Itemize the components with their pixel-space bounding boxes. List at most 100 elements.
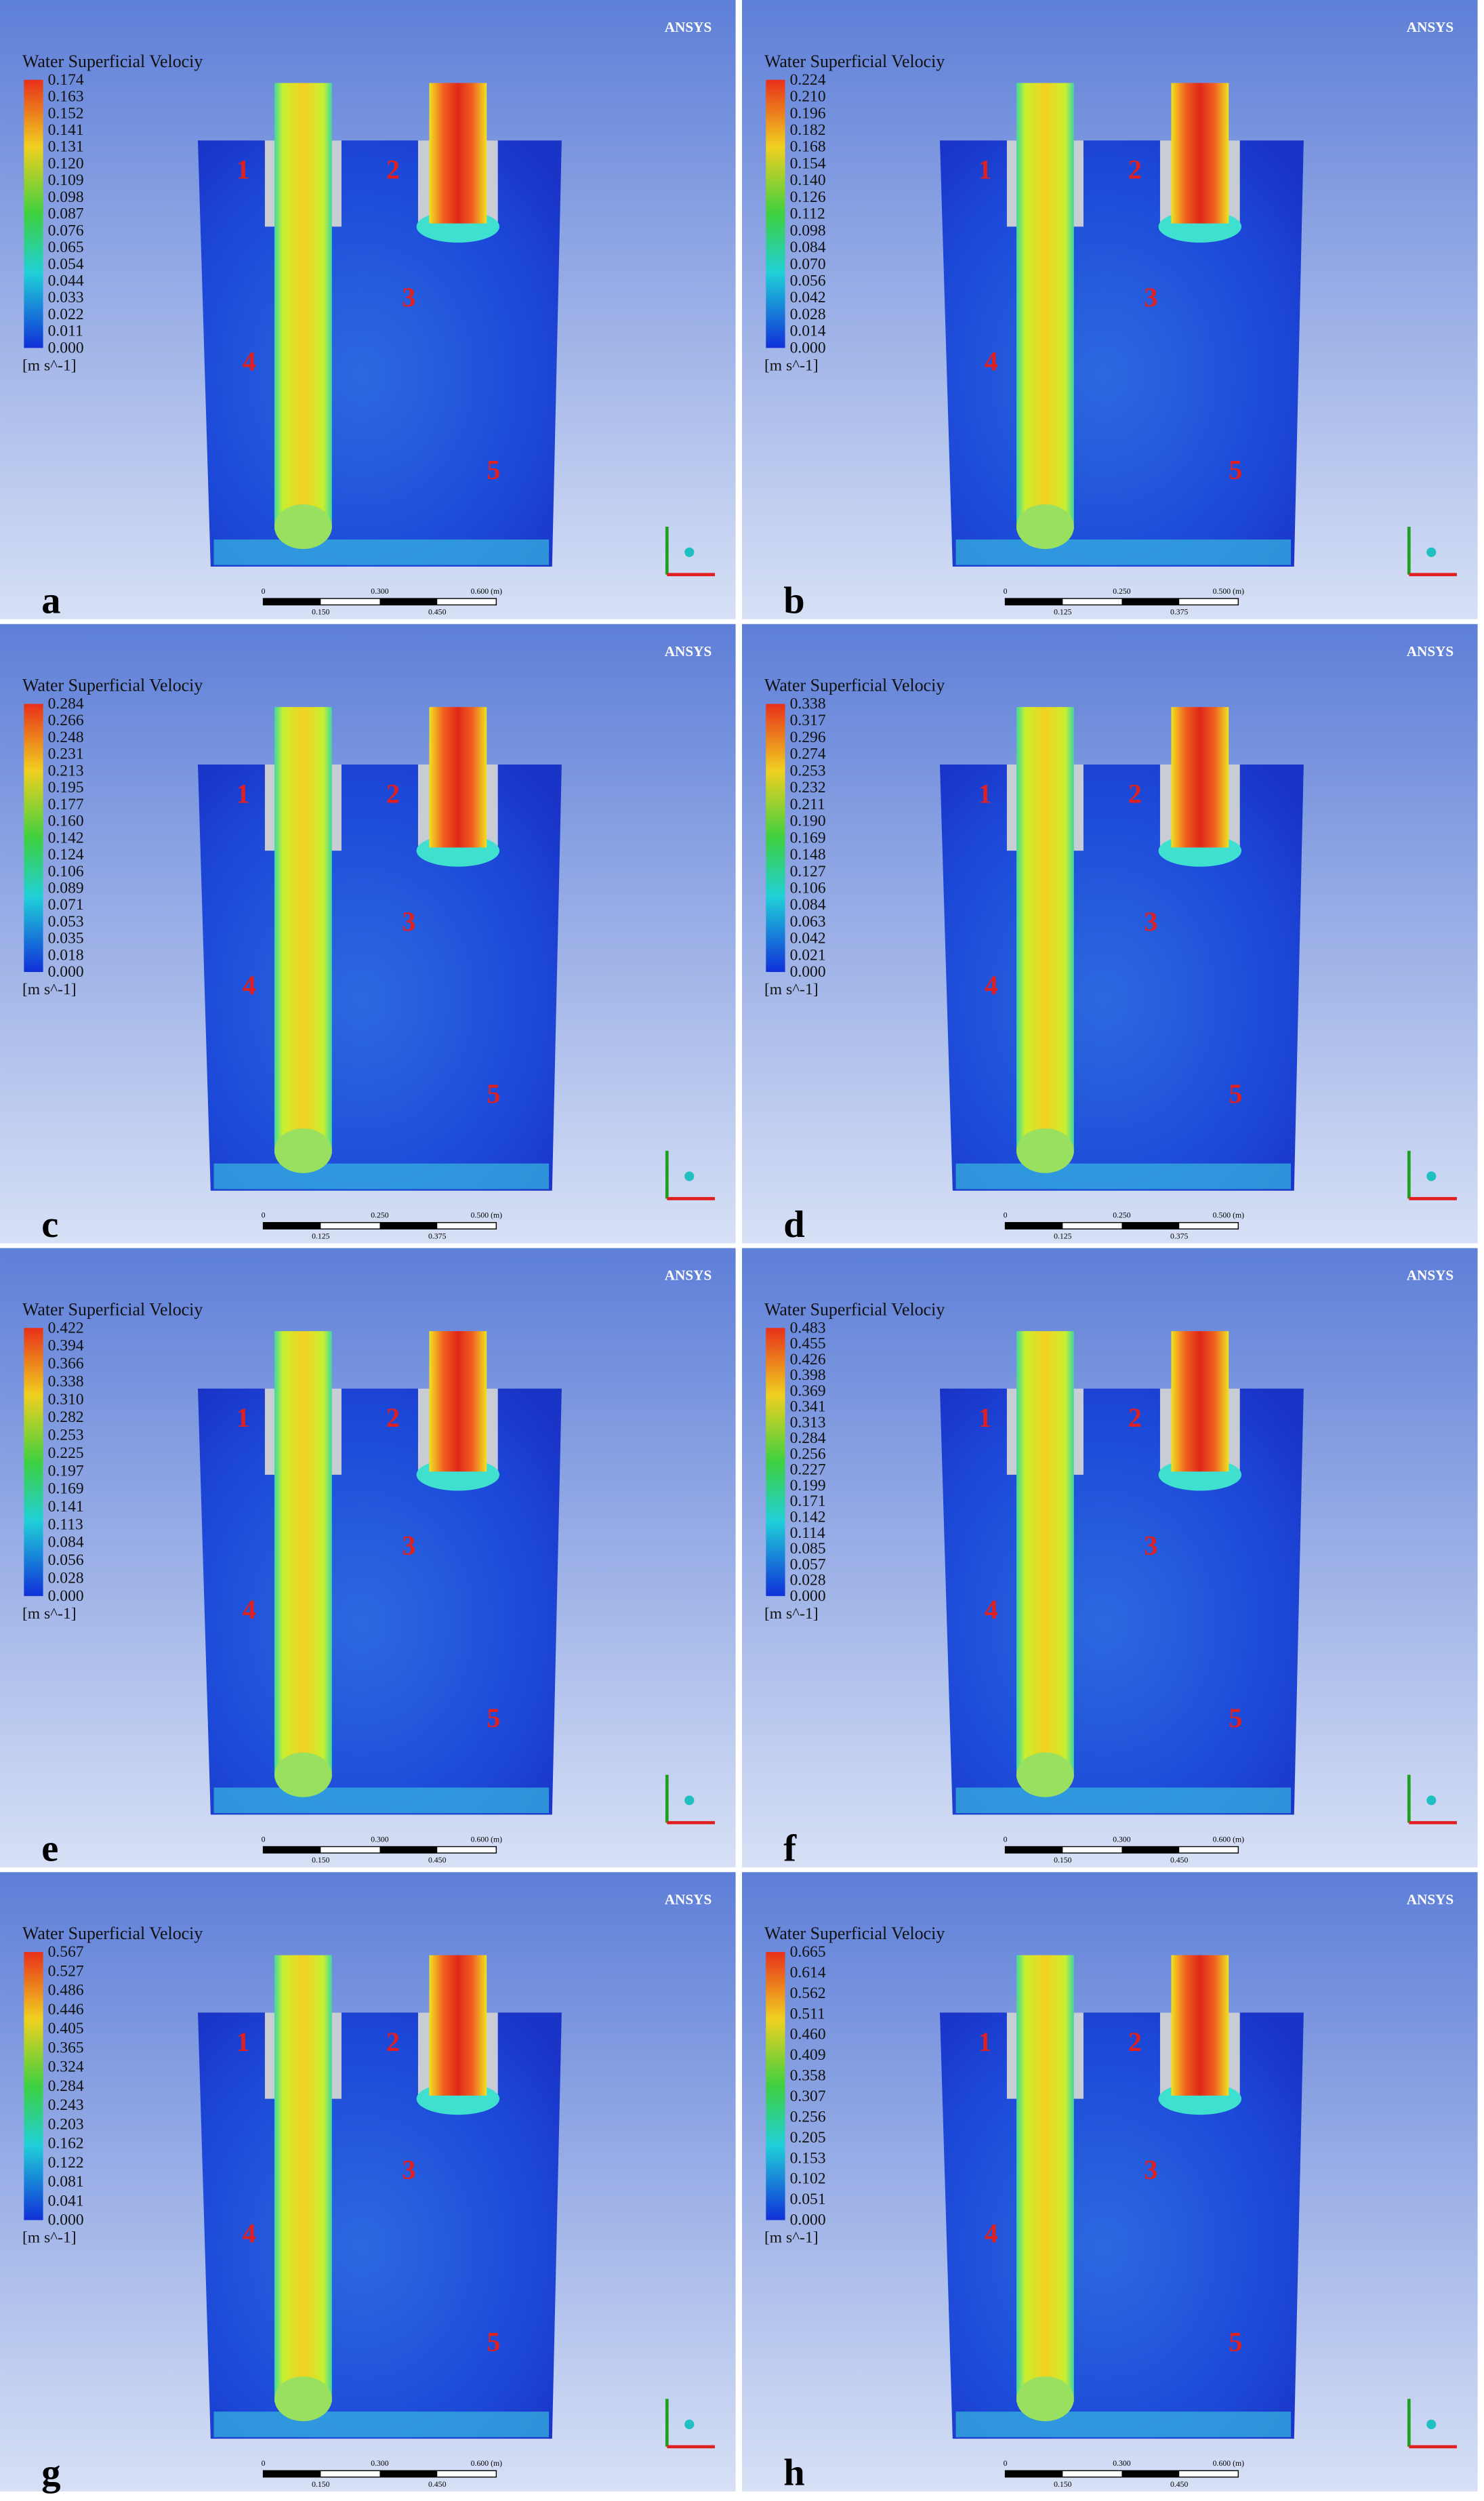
legend-tick-label: 0.109 bbox=[48, 171, 84, 189]
legend-tick-label: 0.053 bbox=[48, 913, 84, 931]
legend-tick-label: 0.253 bbox=[790, 762, 826, 779]
scale-label: 0.500 (m) bbox=[471, 1211, 502, 1220]
legend-tick-label: 0.126 bbox=[790, 188, 826, 206]
legend-tick-label: 0.527 bbox=[48, 1962, 84, 1980]
legend-tick-label: 0.284 bbox=[48, 695, 84, 713]
scale-label: 0.375 bbox=[1170, 1232, 1189, 1240]
scale-label: 0.600 (m) bbox=[471, 587, 502, 596]
region-label: 5 bbox=[1229, 1078, 1242, 1109]
legend-tick-label: 0.486 bbox=[48, 1982, 84, 1999]
inlet-jet bbox=[1016, 707, 1074, 1154]
scale-bar-seg bbox=[379, 2470, 438, 2477]
outlet-flow bbox=[429, 1955, 487, 2096]
panel: ANSYS Water Superficial Velociy0.2840.266… bbox=[0, 624, 736, 1246]
legend-tick-label: 0.014 bbox=[790, 323, 826, 340]
legend-tick-label: 0.174 bbox=[48, 71, 84, 89]
region-label: 3 bbox=[402, 2154, 415, 2184]
region-label: 4 bbox=[243, 2218, 256, 2249]
legend-tick-label: 0.196 bbox=[790, 104, 826, 122]
legend-tick-label: 0.141 bbox=[48, 1498, 84, 1516]
legend-tick-label: 0.071 bbox=[48, 896, 84, 914]
legend-tick-label: 0.084 bbox=[790, 896, 826, 914]
scale-label: 0 bbox=[262, 1835, 266, 1844]
scale-bar-seg bbox=[1121, 2470, 1180, 2477]
scale-label: 0.600 (m) bbox=[1213, 1835, 1244, 1844]
scale-bar-seg bbox=[1005, 2470, 1063, 2477]
legend-tick-label: 0.313 bbox=[790, 1414, 826, 1431]
panel-letter: h bbox=[783, 2452, 804, 2494]
region-label: 2 bbox=[1128, 155, 1142, 185]
legend-tick-label: 0.253 bbox=[48, 1427, 84, 1444]
panel: ANSYS Water Superficial Velociy0.4220.394… bbox=[0, 1248, 736, 1870]
scale-label: 0.300 bbox=[371, 2459, 389, 2468]
legend-tick-label: 0.284 bbox=[48, 2077, 84, 2095]
legend-tick-label: 0.113 bbox=[48, 1516, 83, 1533]
scale-label: 0.125 bbox=[1054, 1232, 1072, 1240]
axis-z bbox=[1426, 1795, 1437, 1806]
scale-bar-seg bbox=[263, 1222, 321, 1229]
color-bar bbox=[766, 1328, 785, 1596]
scale-bar-seg bbox=[263, 1846, 321, 1853]
panel-letter: f bbox=[783, 1828, 797, 1870]
legend-tick-label: 0.033 bbox=[48, 289, 84, 306]
legend-tick-label: 0.000 bbox=[48, 339, 84, 357]
legend-unit: [m s^-1] bbox=[764, 357, 819, 374]
color-bar bbox=[766, 704, 785, 973]
inlet-jet-tip bbox=[1016, 504, 1074, 550]
scale-label: 0.150 bbox=[312, 1856, 330, 1865]
scale-label: 0.150 bbox=[312, 608, 330, 617]
legend-tick-label: 0.018 bbox=[48, 946, 84, 964]
legend-tick-label: 0.460 bbox=[790, 2026, 826, 2044]
scale-label: 0 bbox=[262, 587, 266, 596]
legend-tick-label: 0.210 bbox=[790, 88, 826, 106]
inlet-jet-tip bbox=[274, 1128, 332, 1173]
legend-tick-label: 0.232 bbox=[790, 779, 826, 796]
axis-z bbox=[1426, 1171, 1437, 1181]
legend-tick-label: 0.282 bbox=[48, 1408, 84, 1426]
legend-tick-label: 0.042 bbox=[790, 930, 826, 948]
region-label: 3 bbox=[1144, 906, 1157, 937]
legend-title: Water Superficial Velociy bbox=[22, 676, 203, 695]
legend-title: Water Superficial Velociy bbox=[764, 676, 945, 695]
logo: ANSYS bbox=[665, 19, 712, 35]
legend-unit: [m s^-1] bbox=[22, 981, 77, 998]
scale-label: 0.125 bbox=[312, 1232, 330, 1240]
legend-tick-label: 0.338 bbox=[48, 1372, 84, 1390]
region-label: 5 bbox=[487, 1703, 500, 1733]
legend-tick-label: 0.042 bbox=[790, 289, 826, 306]
legend-unit: [m s^-1] bbox=[22, 357, 77, 374]
legend-tick-label: 0.041 bbox=[48, 2192, 84, 2210]
axis-z bbox=[1426, 2419, 1437, 2430]
scale-label: 0.300 bbox=[371, 1835, 389, 1844]
legend-tick-label: 0.000 bbox=[790, 1587, 826, 1605]
legend-tick-label: 0.000 bbox=[790, 2212, 826, 2229]
scale-label: 0.375 bbox=[1170, 608, 1189, 617]
legend-tick-label: 0.248 bbox=[48, 729, 84, 746]
panel: ANSYS Water Superficial Velociy0.1740.163… bbox=[0, 0, 736, 622]
legend-tick-label: 0.422 bbox=[48, 1319, 84, 1337]
outlet-flow bbox=[429, 707, 487, 848]
legend-tick-label: 0.057 bbox=[790, 1556, 826, 1573]
legend-tick-label: 0.148 bbox=[790, 846, 826, 863]
region-label: 1 bbox=[978, 155, 992, 185]
legend-title: Water Superficial Velociy bbox=[22, 1299, 203, 1319]
region-label: 5 bbox=[487, 2327, 500, 2357]
legend-tick-label: 0.140 bbox=[790, 171, 826, 189]
region-label: 1 bbox=[978, 778, 992, 809]
legend-tick-label: 0.307 bbox=[790, 2088, 826, 2105]
legend-tick-label: 0.054 bbox=[48, 256, 84, 273]
legend-tick-label: 0.000 bbox=[790, 963, 826, 981]
scale-label: 0 bbox=[1004, 2459, 1008, 2468]
tank-bottom-flow bbox=[955, 539, 1292, 565]
legend-tick-label: 0.085 bbox=[790, 1540, 826, 1558]
scale-bar-seg bbox=[379, 598, 438, 605]
region-label: 3 bbox=[402, 906, 415, 937]
inlet-jet bbox=[274, 707, 332, 1154]
legend-tick-label: 0.197 bbox=[48, 1462, 84, 1480]
legend-tick-label: 0.511 bbox=[790, 2005, 825, 2022]
scale-label: 0.300 bbox=[1113, 2459, 1131, 2468]
region-label: 5 bbox=[1229, 2327, 1242, 2357]
legend-tick-label: 0.076 bbox=[48, 222, 84, 239]
legend-tick-label: 0.225 bbox=[48, 1444, 84, 1462]
